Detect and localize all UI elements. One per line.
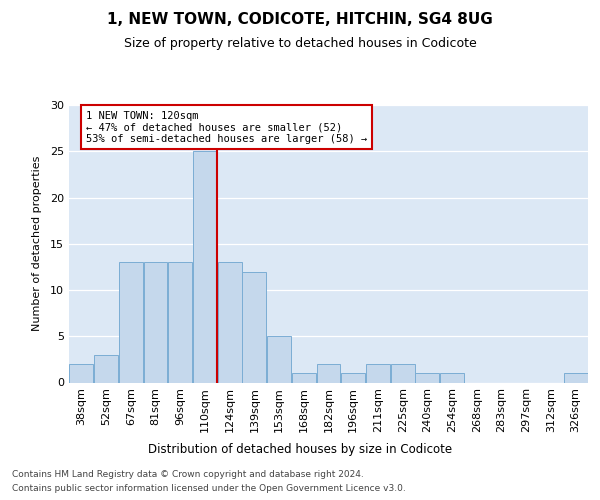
- Text: Contains HM Land Registry data © Crown copyright and database right 2024.: Contains HM Land Registry data © Crown c…: [12, 470, 364, 479]
- Y-axis label: Number of detached properties: Number of detached properties: [32, 156, 41, 332]
- Text: 1, NEW TOWN, CODICOTE, HITCHIN, SG4 8UG: 1, NEW TOWN, CODICOTE, HITCHIN, SG4 8UG: [107, 12, 493, 28]
- Text: Size of property relative to detached houses in Codicote: Size of property relative to detached ho…: [124, 38, 476, 51]
- Bar: [563, 373, 587, 382]
- Bar: [292, 373, 316, 382]
- Bar: [267, 336, 291, 382]
- Bar: [440, 373, 464, 382]
- Bar: [415, 373, 439, 382]
- Bar: [94, 355, 118, 382]
- Text: Contains public sector information licensed under the Open Government Licence v3: Contains public sector information licen…: [12, 484, 406, 493]
- Bar: [391, 364, 415, 382]
- Bar: [168, 262, 192, 382]
- Text: Distribution of detached houses by size in Codicote: Distribution of detached houses by size …: [148, 442, 452, 456]
- Bar: [341, 373, 365, 382]
- Bar: [218, 262, 242, 382]
- Bar: [317, 364, 340, 382]
- Bar: [366, 364, 390, 382]
- Bar: [70, 364, 94, 382]
- Bar: [193, 151, 217, 382]
- Bar: [242, 272, 266, 382]
- Bar: [119, 262, 143, 382]
- Text: 1 NEW TOWN: 120sqm
← 47% of detached houses are smaller (52)
53% of semi-detache: 1 NEW TOWN: 120sqm ← 47% of detached hou…: [86, 110, 367, 144]
- Bar: [143, 262, 167, 382]
